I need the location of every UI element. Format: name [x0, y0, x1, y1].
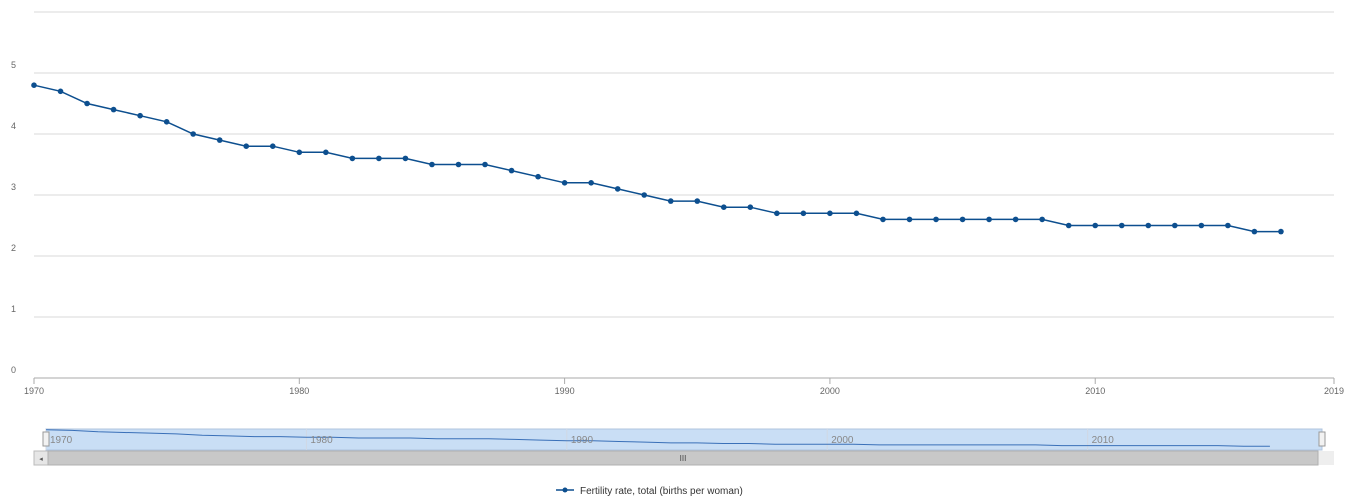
navigator-labels: 1970 1980 1990 2000 2010	[50, 435, 1114, 446]
data-point[interactable]	[84, 100, 90, 107]
navigator-handle-right[interactable]	[1318, 431, 1326, 447]
data-point[interactable]	[986, 216, 992, 223]
data-point[interactable]	[243, 143, 250, 149]
navigator[interactable]: 1970 1980 1990 2000 2010	[42, 428, 1326, 451]
series-points	[31, 82, 1284, 235]
data-point[interactable]	[853, 210, 860, 217]
data-point[interactable]	[720, 204, 727, 210]
data-point[interactable]	[57, 88, 64, 95]
navigator-label: 1980	[310, 435, 333, 446]
navigator-handle-left[interactable]	[42, 431, 50, 447]
data-point[interactable]	[614, 186, 621, 192]
legend-series-marker	[562, 487, 568, 493]
data-point[interactable]	[1118, 222, 1125, 229]
data-point[interactable]	[323, 149, 329, 156]
x-tick-label: 1970	[24, 386, 44, 396]
navigator-label: 1990	[571, 435, 594, 446]
data-point[interactable]	[906, 216, 913, 223]
data-point[interactable]	[31, 82, 37, 88]
data-point[interactable]	[694, 198, 701, 204]
data-point[interactable]	[641, 192, 648, 198]
navigator-label: 1970	[50, 435, 73, 446]
data-point[interactable]	[1039, 216, 1045, 223]
data-point[interactable]	[110, 106, 117, 113]
y-tick-label: 2	[11, 243, 16, 253]
navigator-selection[interactable]	[45, 428, 1323, 451]
data-point[interactable]	[190, 131, 196, 137]
data-point[interactable]	[588, 180, 594, 186]
x-tick-label: 1980	[289, 386, 309, 396]
data-point[interactable]	[508, 167, 515, 174]
data-point[interactable]	[880, 216, 886, 223]
scrollbar[interactable]: ◂ III	[33, 450, 1334, 466]
data-point[interactable]	[561, 180, 568, 186]
y-axis-ticks: 0 1 2 3 4 5	[11, 60, 16, 375]
data-point[interactable]	[269, 143, 276, 149]
data-point[interactable]	[163, 119, 170, 125]
scrollbar-thumb[interactable]	[47, 450, 1319, 466]
data-point[interactable]	[747, 204, 754, 210]
data-point[interactable]	[535, 173, 541, 180]
data-point[interactable]	[482, 161, 488, 168]
grid-lines	[34, 11, 1334, 318]
data-point[interactable]	[933, 216, 939, 223]
y-tick-label: 5	[11, 60, 16, 70]
navigator-label: 2010	[1092, 435, 1115, 446]
data-point[interactable]	[1065, 222, 1072, 229]
x-tick-label: 2010	[1085, 386, 1105, 396]
data-point[interactable]	[137, 112, 143, 119]
data-point[interactable]	[1278, 228, 1284, 235]
navigator-label: 2000	[831, 435, 854, 446]
y-tick-label: 3	[11, 182, 16, 192]
navigator-series-line	[45, 429, 1270, 447]
data-point[interactable]	[402, 155, 409, 162]
y-tick-label: 0	[11, 365, 16, 375]
data-point[interactable]	[349, 155, 356, 162]
data-point[interactable]	[774, 210, 780, 217]
legend[interactable]: Fertility rate, total (births per woman)	[556, 486, 743, 497]
y-tick-label: 1	[11, 304, 16, 314]
scrollbar-grip: III	[680, 454, 687, 463]
data-point[interactable]	[429, 161, 435, 168]
legend-label[interactable]: Fertility rate, total (births per woman)	[580, 486, 743, 497]
data-point[interactable]	[1092, 222, 1099, 229]
data-point[interactable]	[667, 198, 674, 204]
data-point[interactable]	[296, 149, 303, 156]
x-tick-label: 1990	[555, 386, 575, 396]
data-point[interactable]	[827, 210, 833, 217]
data-point[interactable]	[1198, 222, 1205, 229]
x-tick-label: 2019	[1324, 386, 1344, 396]
y-tick-label: 4	[11, 121, 16, 131]
data-point[interactable]	[455, 161, 462, 168]
data-point[interactable]	[1172, 222, 1178, 229]
scroll-left-arrow-icon: ◂	[39, 455, 43, 463]
data-point[interactable]	[800, 210, 807, 217]
data-point[interactable]	[1012, 216, 1019, 223]
data-point[interactable]	[216, 137, 223, 143]
data-point[interactable]	[959, 216, 966, 223]
data-point[interactable]	[1251, 228, 1258, 235]
series-line	[33, 84, 1281, 233]
data-point[interactable]	[1145, 222, 1152, 229]
x-axis-ticks: 1970 1980 1990 2000 2010 2019	[24, 378, 1344, 396]
data-point[interactable]	[1225, 222, 1231, 229]
data-point[interactable]	[376, 155, 382, 162]
x-tick-label: 2000	[820, 386, 840, 396]
